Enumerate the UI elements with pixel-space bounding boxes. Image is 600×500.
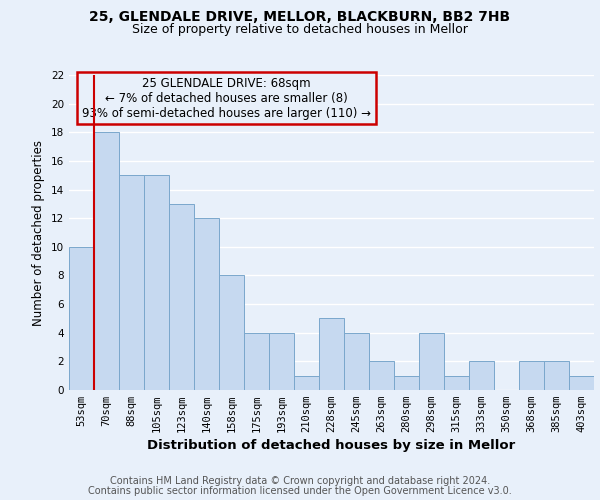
Y-axis label: Number of detached properties: Number of detached properties bbox=[32, 140, 46, 326]
Bar bbox=[344, 332, 369, 390]
Bar bbox=[544, 362, 569, 390]
Bar bbox=[519, 362, 544, 390]
Bar bbox=[444, 376, 469, 390]
Bar bbox=[269, 332, 294, 390]
Bar bbox=[244, 332, 269, 390]
Text: 25 GLENDALE DRIVE: 68sqm
← 7% of detached houses are smaller (8)
93% of semi-det: 25 GLENDALE DRIVE: 68sqm ← 7% of detache… bbox=[82, 76, 371, 120]
Bar bbox=[69, 247, 94, 390]
Bar bbox=[419, 332, 444, 390]
Text: Contains HM Land Registry data © Crown copyright and database right 2024.: Contains HM Land Registry data © Crown c… bbox=[110, 476, 490, 486]
Text: Size of property relative to detached houses in Mellor: Size of property relative to detached ho… bbox=[132, 22, 468, 36]
Bar bbox=[319, 318, 344, 390]
Bar bbox=[144, 175, 169, 390]
Text: 25, GLENDALE DRIVE, MELLOR, BLACKBURN, BB2 7HB: 25, GLENDALE DRIVE, MELLOR, BLACKBURN, B… bbox=[89, 10, 511, 24]
Bar bbox=[169, 204, 194, 390]
Bar bbox=[369, 362, 394, 390]
Bar bbox=[394, 376, 419, 390]
Bar bbox=[194, 218, 219, 390]
Bar bbox=[219, 276, 244, 390]
Bar bbox=[294, 376, 319, 390]
Bar bbox=[569, 376, 594, 390]
X-axis label: Distribution of detached houses by size in Mellor: Distribution of detached houses by size … bbox=[148, 440, 515, 452]
Bar bbox=[119, 175, 144, 390]
Bar bbox=[469, 362, 494, 390]
Text: Contains public sector information licensed under the Open Government Licence v3: Contains public sector information licen… bbox=[88, 486, 512, 496]
Bar bbox=[94, 132, 119, 390]
